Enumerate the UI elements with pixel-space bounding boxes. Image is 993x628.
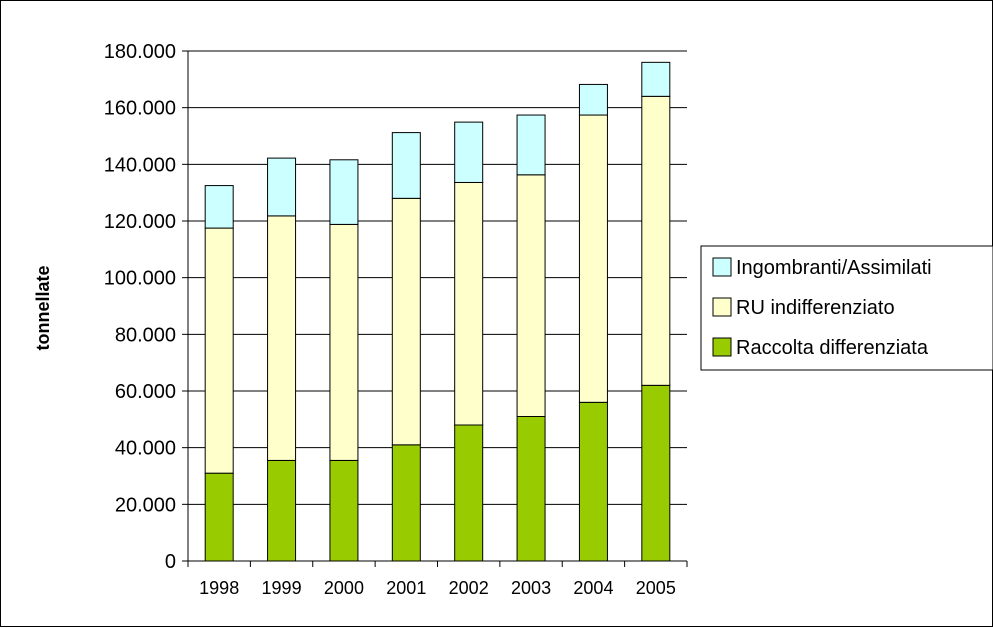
y-tick-label: 160.000 <box>104 98 176 120</box>
bar-segment <box>578 401 608 562</box>
legend-swatch <box>712 297 732 317</box>
legend-label: Ingombranti/Assimilati <box>736 257 932 279</box>
legend-swatch <box>712 337 732 357</box>
bar-segment <box>391 444 421 562</box>
bar-segment <box>578 83 608 116</box>
y-tick-label: 40.000 <box>115 438 176 460</box>
bar-segment <box>391 132 421 199</box>
y-tick-label: 180.000 <box>104 41 176 63</box>
bar-segment <box>329 159 359 225</box>
grid-layer <box>188 50 687 505</box>
y-tick-label: 100.000 <box>104 268 176 290</box>
bar-segment <box>329 223 359 461</box>
legend-frame <box>700 245 993 371</box>
bar-segment <box>267 215 297 461</box>
y-tick-label: 140.000 <box>104 154 176 176</box>
bar-segment <box>267 459 297 562</box>
y-tick-label: 80.000 <box>115 324 176 346</box>
bar-segment <box>454 121 484 183</box>
bar-segment <box>516 416 546 562</box>
bar-segment <box>204 472 234 562</box>
y-tick-label: 20.000 <box>115 494 176 516</box>
legend-label: Raccolta differenziata <box>736 337 929 359</box>
bar-segment <box>267 157 297 217</box>
x-tick-label: 2001 <box>386 578 426 598</box>
x-tick-label: 2004 <box>573 578 613 598</box>
bar-segment <box>454 181 484 426</box>
x-tick-label: 2005 <box>636 578 676 598</box>
y-tick-label: 0 <box>165 551 176 573</box>
bar-segment <box>329 459 359 562</box>
bar-segment <box>641 61 671 97</box>
bar-segment <box>516 114 546 176</box>
bar-segment <box>578 114 608 403</box>
x-tick-label: 2002 <box>449 578 489 598</box>
x-tick-label: 1999 <box>262 578 302 598</box>
bar-segment <box>454 424 484 562</box>
x-tick-label: 1998 <box>199 578 239 598</box>
y-axis-label: tonnellate <box>33 265 53 350</box>
bar-segment <box>641 384 671 562</box>
y-tick-label: 120.000 <box>104 211 176 233</box>
x-tick-label: 2003 <box>511 578 551 598</box>
bar-segment <box>391 197 421 446</box>
bar-layer <box>204 61 671 562</box>
y-tick-label: 60.000 <box>115 381 176 403</box>
bar-segment <box>516 174 546 417</box>
legend-swatch <box>712 257 732 277</box>
bar-segment <box>204 227 234 474</box>
legend-label: RU indifferenziato <box>736 297 895 319</box>
axis-layer: 0 20.000 40.000 60.000 80.000 100.000 120.000 1… <box>104 41 688 598</box>
legend: Ingombranti/Assimilati RU indifferenziato… <box>700 245 993 371</box>
bar-segment <box>204 185 234 229</box>
x-tick-label: 2000 <box>324 578 364 598</box>
bar-segment <box>641 95 671 386</box>
